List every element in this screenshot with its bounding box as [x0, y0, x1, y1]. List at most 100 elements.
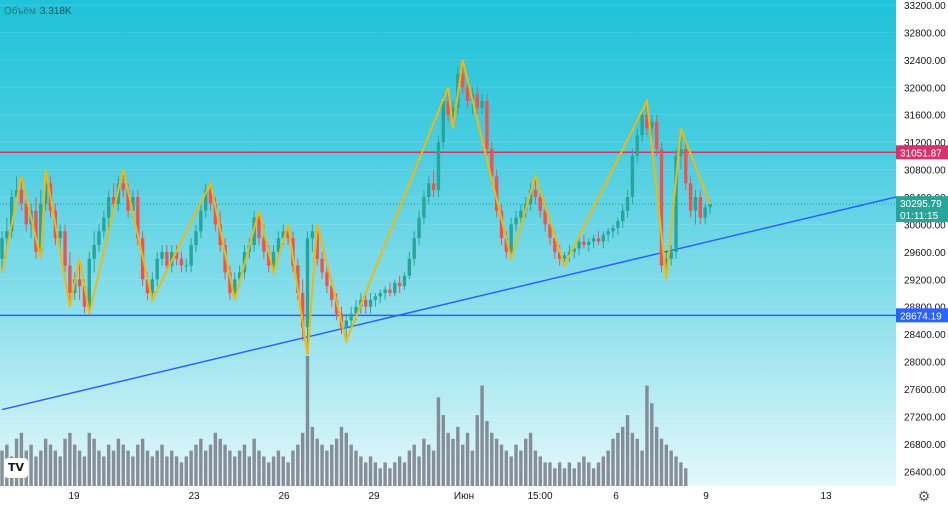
volume-bar: [68, 432, 72, 486]
candle-body: [68, 265, 72, 293]
candle-body: [325, 272, 329, 287]
volume-bar: [126, 450, 130, 486]
price-tick-label: 26800.00: [904, 440, 946, 451]
volume-bar: [645, 385, 649, 486]
candle-body: [659, 149, 664, 266]
candle-body: [621, 210, 625, 221]
volume-bar: [179, 462, 184, 486]
volume-bar: [136, 444, 140, 486]
candle-body: [383, 289, 387, 293]
candle-body: [640, 114, 644, 136]
volume-bar: [674, 456, 678, 486]
volume-bar: [451, 438, 455, 486]
price-axis-panel[interactable]: [896, 0, 948, 486]
candle-body: [155, 258, 159, 280]
support-price-tag: [896, 308, 948, 323]
candle-body: [557, 251, 562, 259]
volume-bar: [203, 450, 208, 486]
candle-body: [441, 101, 445, 143]
price-tick-label: 31200.00: [904, 138, 946, 149]
candle-body: [87, 258, 91, 307]
candle-body: [257, 217, 261, 239]
volume-bar: [611, 438, 615, 486]
candle-body: [412, 238, 416, 259]
volume-bar: [233, 456, 237, 486]
candle-body: [344, 320, 348, 328]
candle-body: [136, 197, 140, 239]
volume-bar: [29, 444, 33, 486]
time-axis-panel[interactable]: [0, 486, 948, 506]
volume-bar: [504, 450, 509, 486]
candle-body: [305, 238, 310, 328]
volume-bar: [402, 462, 407, 486]
volume-bar: [111, 450, 116, 486]
volume-bar: [97, 450, 101, 486]
candle-body: [310, 231, 315, 239]
volume-bar: [587, 462, 591, 486]
gear-icon[interactable]: ⚙: [917, 488, 931, 504]
price-tick-label: 33200.00: [904, 1, 946, 12]
volume-bar: [43, 438, 48, 486]
candle-body: [601, 234, 606, 242]
price-tick-label: 30800.00: [904, 166, 946, 177]
volume-bar: [0, 450, 4, 486]
volume-bar: [252, 438, 256, 486]
candle-body: [606, 231, 610, 235]
volume-bar: [87, 432, 91, 486]
time-tick-label: 9: [703, 491, 709, 502]
volume-bar: [543, 462, 547, 486]
volume-bar: [407, 450, 412, 486]
volume-bar: [441, 415, 445, 486]
volume-bar: [446, 432, 450, 486]
candle-body: [577, 241, 581, 249]
volume-bar: [684, 468, 688, 486]
volume-bar: [635, 438, 639, 486]
candle-body: [334, 299, 339, 314]
candle-body: [262, 238, 266, 252]
tradingview-logo[interactable]: TV: [4, 458, 28, 478]
candle-body: [679, 149, 683, 156]
candle-body: [160, 251, 164, 259]
candle-body: [34, 210, 38, 252]
support-price-label: 28674.19: [900, 311, 942, 322]
volume-bar: [140, 438, 145, 486]
volume-bar: [121, 444, 125, 486]
candle-body: [199, 210, 203, 232]
volume-bar: [213, 432, 218, 486]
volume-bar: [388, 468, 392, 486]
candle-body: [587, 241, 591, 245]
volume-bar: [131, 456, 135, 486]
candle-body: [5, 231, 9, 239]
volume-bar: [276, 450, 281, 486]
time-tick-label: 19: [68, 491, 80, 502]
volume-bar: [271, 456, 276, 486]
candle-body: [281, 231, 285, 239]
candle-body: [538, 197, 542, 211]
candle-body: [39, 203, 43, 252]
volume-bar: [601, 456, 606, 486]
volume-bar: [310, 426, 315, 486]
candle-body: [208, 190, 213, 204]
volume-bar: [640, 450, 644, 486]
candle-body: [688, 183, 693, 211]
plot-area[interactable]: [0, 0, 896, 486]
candle-body: [286, 231, 290, 239]
candle-body: [490, 149, 494, 177]
volume-legend-value: 3.318K: [39, 6, 72, 17]
candle-body: [533, 190, 538, 197]
price-tick-label: 32400.00: [904, 56, 946, 67]
candle-body: [645, 114, 649, 129]
volume-bar: [34, 456, 38, 486]
volume-bar: [528, 432, 533, 486]
volume-bar: [431, 450, 436, 486]
volume-bar: [625, 415, 630, 486]
price-tick-label: 28800.00: [904, 303, 946, 314]
price-tick-label: 28000.00: [904, 358, 946, 369]
volume-bar: [102, 456, 106, 486]
candle-body: [203, 190, 208, 211]
candle-body: [475, 94, 479, 108]
candle-body: [267, 251, 271, 266]
price-tick-label: 27200.00: [904, 412, 946, 423]
candle-body: [514, 217, 518, 225]
